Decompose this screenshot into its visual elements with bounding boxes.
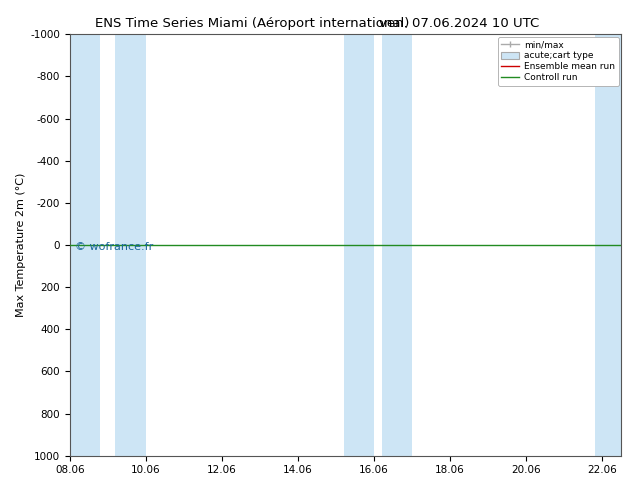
- Text: © wofrance.fr: © wofrance.fr: [75, 242, 153, 252]
- Bar: [382, 34, 412, 456]
- Legend: min/max, acute;cart type, Ensemble mean run, Controll run: min/max, acute;cart type, Ensemble mean …: [498, 37, 619, 86]
- Text: ven. 07.06.2024 10 UTC: ven. 07.06.2024 10 UTC: [378, 17, 539, 30]
- Bar: [115, 34, 146, 456]
- Bar: [595, 34, 621, 456]
- Bar: [70, 34, 100, 456]
- Bar: [344, 34, 374, 456]
- Y-axis label: Max Temperature 2m (°C): Max Temperature 2m (°C): [16, 173, 26, 317]
- Text: ENS Time Series Miami (Aéroport international): ENS Time Series Miami (Aéroport internat…: [95, 17, 410, 30]
